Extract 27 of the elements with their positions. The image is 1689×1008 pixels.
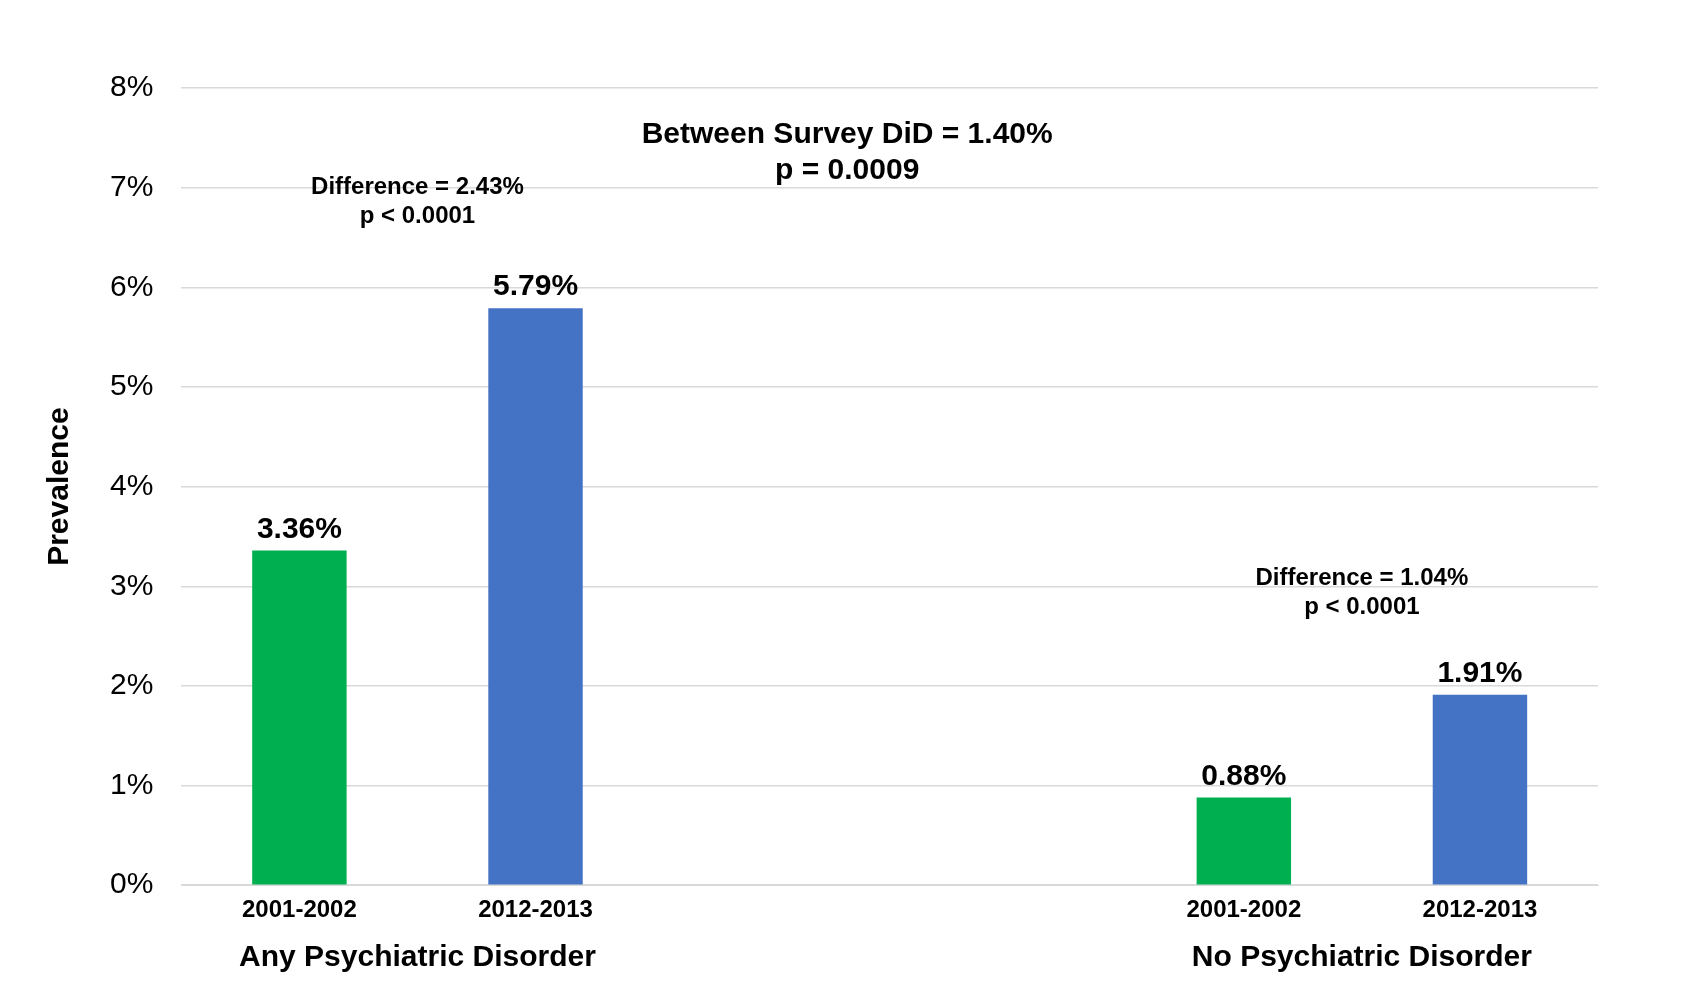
- y-tick-label: 4%: [110, 467, 154, 501]
- y-tick-label: 1%: [110, 766, 154, 800]
- x-tick-label: 2001-2002: [1186, 895, 1302, 923]
- bar: [1196, 797, 1292, 885]
- annotation: Difference = 1.04% p < 0.0001: [1255, 562, 1469, 619]
- bar: [1432, 694, 1528, 885]
- y-tick-label: 6%: [110, 268, 154, 302]
- data-label: 5.79%: [492, 268, 579, 302]
- y-tick-label: 7%: [110, 168, 154, 202]
- data-label: 0.88%: [1201, 757, 1287, 791]
- data-label: 3.36%: [256, 510, 342, 544]
- text: Any Psychiatric Disorder: [239, 939, 597, 973]
- x-tick-label: 2012-2013: [478, 895, 593, 923]
- y-tick-label: 8%: [110, 69, 154, 103]
- x-tick-label: 2001-2002: [242, 895, 357, 923]
- bar: [252, 550, 347, 885]
- bar: [488, 308, 583, 885]
- annotation: Between Survey DiD = 1.40% p = 0.0009: [641, 116, 1053, 186]
- annotation: Difference = 2.43% p < 0.0001: [311, 172, 524, 229]
- y-tick-label: 5%: [110, 368, 154, 402]
- x-tick-label: 2012-2013: [1422, 895, 1538, 923]
- y-tick-label: 2%: [110, 667, 154, 701]
- data-label: 1.91%: [1437, 655, 1523, 689]
- text: No Psychiatric Disorder: [1191, 939, 1533, 973]
- y-tick-label: 0%: [110, 866, 154, 900]
- y-axis-title: Prevalence: [41, 407, 75, 566]
- y-tick-label: 3%: [110, 567, 154, 601]
